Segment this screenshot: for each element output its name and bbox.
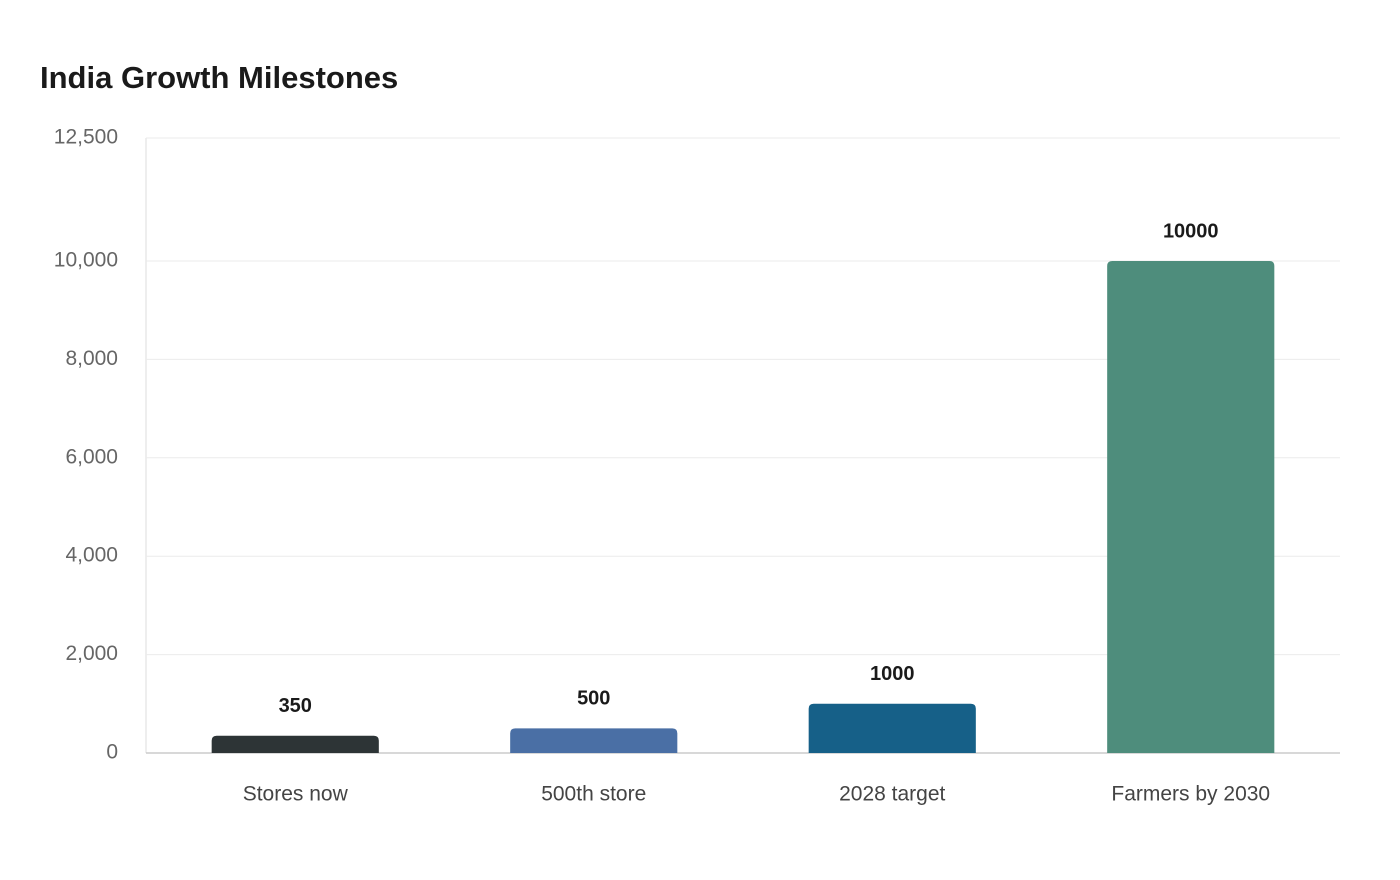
value-label: 1000: [870, 663, 915, 685]
x-tick-label: Farmers by 2030: [1111, 783, 1270, 806]
y-tick-label: 4,000: [65, 544, 118, 567]
value-label: 500: [577, 688, 610, 710]
bar: [808, 703, 976, 753]
y-tick-label: 2,000: [65, 642, 118, 665]
bar: [510, 728, 678, 753]
bar: [1107, 261, 1275, 753]
x-tick-label: 500th store: [541, 783, 646, 806]
value-label: 10000: [1163, 220, 1219, 242]
y-tick-label: 8,000: [65, 347, 118, 370]
chart-title: India Growth Milestones: [40, 60, 398, 95]
y-tick-label: 6,000: [65, 445, 118, 468]
x-tick-label: 2028 target: [839, 783, 945, 806]
x-tick-label: Stores now: [243, 783, 349, 806]
bar: [211, 735, 379, 753]
y-tick-label: 0: [106, 741, 118, 764]
value-label: 350: [279, 695, 312, 717]
y-tick-label: 12,500: [54, 126, 118, 149]
y-tick-label: 10,000: [54, 249, 118, 272]
